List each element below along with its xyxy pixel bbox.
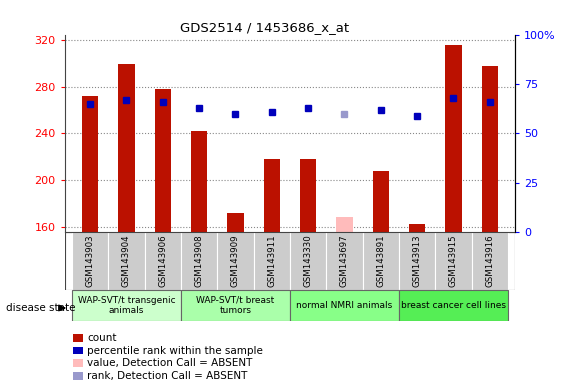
Bar [72, 232, 108, 290]
Text: GSM143891: GSM143891 [376, 235, 385, 288]
Bar [191, 131, 207, 232]
Bar [300, 159, 316, 232]
Bar [290, 290, 399, 321]
Bar [472, 232, 508, 290]
Text: GSM143697: GSM143697 [340, 235, 349, 288]
Text: value, Detection Call = ABSENT: value, Detection Call = ABSENT [87, 358, 253, 368]
Bar [82, 96, 99, 232]
Text: GSM143913: GSM143913 [413, 235, 422, 288]
Bar [145, 232, 181, 290]
Bar [399, 290, 508, 321]
Text: breast cancer cell lines: breast cancer cell lines [401, 301, 506, 310]
Text: GSM143911: GSM143911 [267, 235, 276, 288]
Text: disease state: disease state [6, 303, 75, 313]
Bar [217, 232, 253, 290]
Text: GDS2514 / 1453686_x_at: GDS2514 / 1453686_x_at [180, 21, 349, 34]
Text: percentile rank within the sample: percentile rank within the sample [87, 346, 263, 356]
Text: GSM143906: GSM143906 [158, 235, 167, 288]
Text: GSM143903: GSM143903 [86, 235, 95, 288]
Bar [399, 232, 435, 290]
Bar [409, 224, 425, 232]
Text: GSM143908: GSM143908 [195, 235, 204, 288]
Text: GSM143909: GSM143909 [231, 235, 240, 287]
Text: count: count [87, 333, 117, 343]
Bar [327, 232, 363, 290]
Text: WAP-SVT/t breast
tumors: WAP-SVT/t breast tumors [196, 296, 275, 315]
Bar [290, 232, 327, 290]
Bar [72, 290, 181, 321]
Text: normal NMRI animals: normal NMRI animals [296, 301, 392, 310]
Text: GSM143915: GSM143915 [449, 235, 458, 288]
Bar [481, 66, 498, 232]
Bar [253, 232, 290, 290]
Bar [363, 232, 399, 290]
Text: rank, Detection Call = ABSENT: rank, Detection Call = ABSENT [87, 371, 248, 381]
Bar [336, 217, 352, 232]
Text: WAP-SVT/t transgenic
animals: WAP-SVT/t transgenic animals [78, 296, 175, 315]
Bar [118, 64, 135, 232]
Bar [227, 213, 244, 232]
Bar [263, 159, 280, 232]
Text: GSM143330: GSM143330 [303, 235, 312, 288]
Bar [445, 45, 462, 232]
Bar [155, 89, 171, 232]
Bar [181, 232, 217, 290]
Text: GSM143904: GSM143904 [122, 235, 131, 288]
Bar [435, 232, 472, 290]
Bar [373, 170, 389, 232]
Bar [108, 232, 145, 290]
Bar [181, 290, 290, 321]
Text: GSM143916: GSM143916 [485, 235, 494, 288]
